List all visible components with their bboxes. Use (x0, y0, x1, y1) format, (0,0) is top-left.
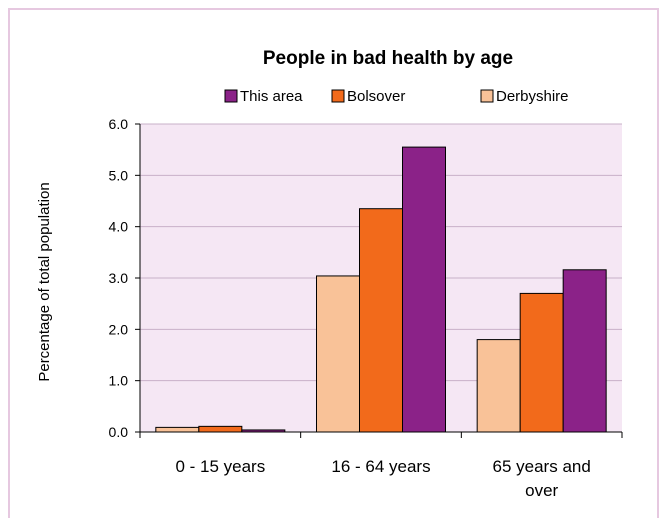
y-tick-labels: 0.0 1.0 2.0 3.0 4.0 5.0 6.0 (109, 116, 129, 440)
chart-frame (8, 8, 659, 518)
chart-title: People in bad health by age (263, 48, 513, 69)
axes (139, 124, 623, 438)
legend-swatch (480, 89, 494, 103)
bars-group (155, 146, 607, 433)
x-category-label: 0 - 15 years (175, 457, 265, 476)
bar-derbyshire (476, 339, 521, 433)
legend-label: Bolsover (347, 88, 405, 105)
y-tick-label: 0.0 (109, 424, 129, 440)
legend-label: This area (240, 88, 303, 105)
bar-this-area (562, 269, 607, 433)
bar-this-area (402, 146, 446, 433)
bar-bolsover (359, 208, 403, 433)
legend-swatch (331, 89, 345, 103)
bar-bolsover (519, 292, 564, 433)
y-tick-label: 5.0 (109, 167, 129, 183)
y-tick-label: 1.0 (109, 373, 129, 389)
legend: This area Bolsover Derbyshire (224, 88, 569, 105)
bar-derbyshire (316, 275, 360, 433)
y-tick-label: 4.0 (109, 219, 129, 235)
x-category-labels: 0 - 15 years 16 - 64 years 65 years and ove… (175, 457, 590, 500)
x-category-label: 16 - 64 years (331, 457, 430, 476)
bar-bolsover (198, 425, 243, 433)
y-tick-label: 2.0 (109, 321, 129, 337)
y-tick-label: 3.0 (109, 270, 129, 286)
y-tick-label: 6.0 (109, 116, 129, 132)
y-axis-label: Percentage of total population (36, 182, 53, 381)
x-category-label: 65 years and over (493, 457, 591, 500)
bar-chart: 0.0 1.0 2.0 3.0 4.0 5.0 6.0 0 - 15 years 16 - 6… (36, 48, 623, 500)
legend-label: Derbyshire (496, 88, 569, 105)
legend-swatch (224, 89, 238, 103)
bar-derbyshire (155, 426, 200, 433)
